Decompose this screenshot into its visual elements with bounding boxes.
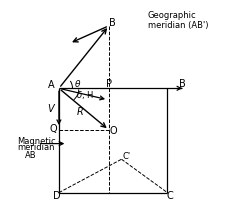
Text: V: V [47, 104, 54, 114]
Text: Geographic: Geographic [148, 11, 196, 20]
Text: C': C' [122, 152, 130, 161]
Text: $\theta$: $\theta$ [74, 78, 81, 89]
Text: B: B [179, 79, 186, 89]
Text: meridian: meridian [17, 143, 55, 152]
Text: Q: Q [50, 124, 57, 134]
Text: R: R [76, 107, 83, 117]
Text: O: O [110, 126, 117, 136]
Text: AB: AB [25, 151, 36, 160]
Text: Magnetic: Magnetic [17, 137, 56, 146]
Text: C: C [166, 191, 173, 201]
Text: P: P [106, 79, 113, 89]
Text: D: D [52, 191, 60, 201]
Text: A: A [48, 80, 55, 90]
Text: B: B [109, 18, 115, 28]
Text: $\delta$, H: $\delta$, H [76, 89, 94, 101]
Text: meridian (AB'): meridian (AB') [148, 21, 208, 30]
